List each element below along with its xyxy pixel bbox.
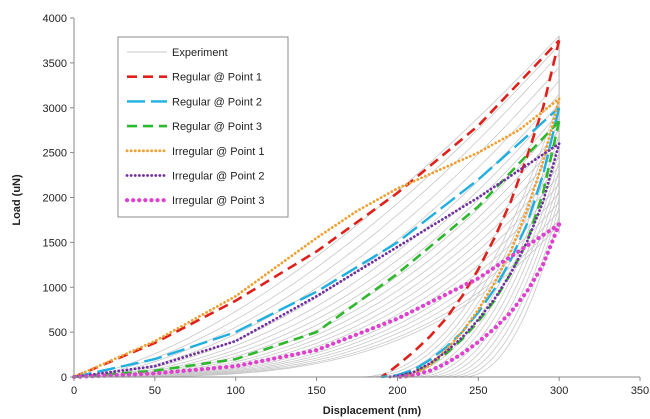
x-tick-label: 300	[550, 385, 568, 397]
series-irregular-point-3-unloading	[395, 222, 562, 380]
x-tick-label: 200	[388, 385, 406, 397]
experiment-unloading-curve	[462, 215, 560, 378]
legend-label: Irregular @ Point 3	[172, 195, 265, 207]
experiment-unloading-curve	[453, 206, 560, 378]
legend-label: Regular @ Point 3	[172, 121, 262, 133]
legend-label: Regular @ Point 2	[172, 96, 262, 108]
experiment-loading-curve	[73, 53, 560, 378]
series-irregular-point-1-unloading	[404, 97, 561, 379]
experiment-unloading-curve	[445, 197, 560, 378]
experiment-unloading-curve	[413, 161, 560, 378]
experiment-loading-curve	[73, 94, 560, 378]
y-tick-label: 500	[49, 327, 67, 339]
series-regular-point-2-loading	[73, 106, 560, 379]
y-tick-label: 1500	[43, 237, 67, 249]
y-tick-label: 3000	[43, 103, 67, 115]
experiment-unloading-curve	[373, 116, 560, 378]
y-tick-label: 2500	[43, 148, 67, 160]
y-tick-label: 1000	[43, 282, 67, 294]
y-tick-label: 4000	[43, 13, 67, 25]
series-irregular-point-1-loading	[72, 97, 561, 379]
series-regular-point-2-unloading	[381, 107, 561, 379]
y-axis-title: Load (uN)	[11, 174, 23, 226]
legend-label: Experiment	[172, 47, 228, 59]
legend: Experiment Regular @ Point 1 Regular @ Poi…	[117, 36, 289, 218]
series-regular-point-1-loading	[73, 39, 561, 379]
y-axis-ticks: 0 500 1000 1500 2000 2500 3000 3500 4000	[43, 13, 74, 384]
x-tick-label: 0	[71, 385, 77, 397]
experiment-unloading-curve	[365, 107, 560, 378]
y-tick-label: 3500	[43, 58, 67, 70]
series-irregular-point-2-unloading	[387, 142, 561, 379]
legend-label: Irregular @ Point 2	[172, 171, 265, 183]
legend-label: Irregular @ Point 1	[172, 146, 265, 158]
x-axis-title: Displacement (nm)	[323, 405, 422, 417]
model-curves	[71, 39, 562, 380]
x-tick-label: 350	[631, 385, 649, 397]
experiment-unloading-curve	[356, 98, 560, 378]
x-tick-label: 50	[149, 385, 161, 397]
experiment-unloading-curve	[437, 188, 560, 378]
series-regular-point-1-unloading	[380, 40, 561, 379]
series-irregular-point-2-loading	[72, 142, 561, 379]
legend-label: Regular @ Point 1	[172, 72, 262, 84]
x-tick-label: 100	[227, 385, 245, 397]
y-tick-label: 0	[61, 372, 67, 384]
experiment-unloading-curve	[429, 179, 560, 378]
x-tick-label: 150	[307, 385, 325, 397]
series-irregular-point-3-loading	[71, 222, 562, 380]
experiment-loading-curve	[73, 35, 560, 378]
y-tick-label: 2000	[43, 193, 67, 205]
series-regular-point-3-loading	[73, 120, 561, 379]
x-axis-ticks: 0 50 100 150 200 250 300 350	[71, 377, 649, 397]
x-tick-label: 250	[469, 385, 487, 397]
